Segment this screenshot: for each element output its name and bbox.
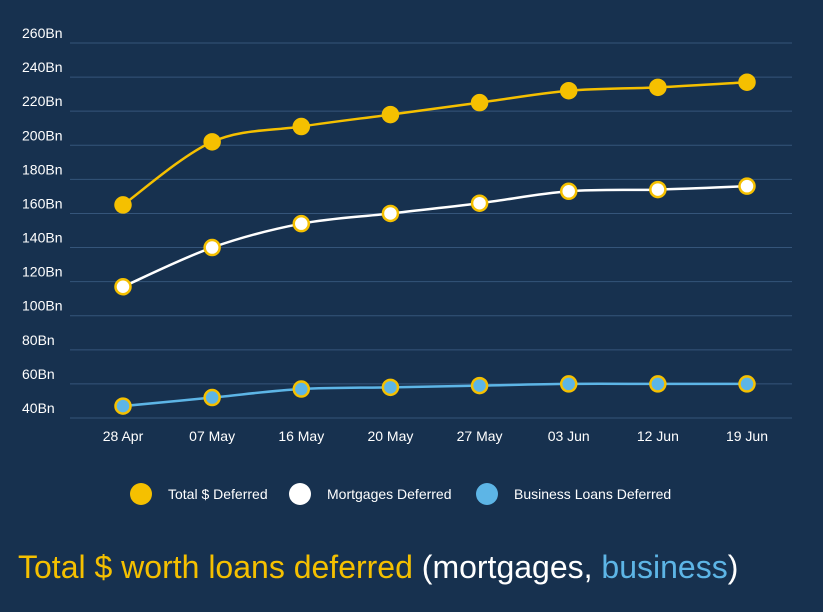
data-point bbox=[292, 214, 311, 233]
legend-marker bbox=[289, 483, 311, 505]
y-tick-label: 140Bn bbox=[22, 230, 62, 246]
series-line bbox=[122, 382, 747, 408]
x-tick-label: 12 Jun bbox=[637, 428, 679, 444]
x-tick-label: 16 May bbox=[278, 428, 324, 444]
title-part: (mortgages, bbox=[422, 549, 593, 585]
y-tick-label: 100Bn bbox=[22, 298, 62, 314]
data-point bbox=[649, 375, 667, 393]
data-point bbox=[203, 238, 221, 257]
data-point bbox=[559, 182, 578, 201]
x-tick-label: 28 Apr bbox=[103, 428, 144, 444]
data-point bbox=[738, 177, 756, 195]
x-tick-label: 27 May bbox=[457, 428, 503, 444]
grid: 40Bn 60Bn 80Bn 100Bn 120Bn 140Bn 160Bn 180Bn 200… bbox=[22, 25, 792, 444]
legend-label: Business Loans Deferred bbox=[514, 486, 671, 502]
y-tick-label: 260Bn bbox=[22, 25, 62, 41]
title-part: business bbox=[601, 549, 727, 585]
data-point bbox=[114, 397, 132, 415]
title-part: Total $ worth loans deferred bbox=[18, 549, 413, 585]
legend-marker bbox=[476, 483, 498, 505]
data-point bbox=[649, 180, 667, 199]
y-tick-label: 180Bn bbox=[22, 161, 62, 177]
x-tick-label: 19 Jun bbox=[726, 428, 768, 444]
data-point bbox=[381, 204, 400, 223]
data-point bbox=[470, 376, 489, 395]
data-point bbox=[470, 194, 489, 212]
data-point bbox=[381, 378, 400, 397]
data-point bbox=[470, 93, 489, 112]
x-tick-label: 20 May bbox=[367, 428, 413, 444]
y-tick-label: 80Bn bbox=[22, 332, 55, 348]
data-point bbox=[649, 78, 667, 97]
data-point bbox=[381, 105, 400, 124]
data-point bbox=[559, 81, 578, 100]
data-point bbox=[114, 278, 132, 296]
y-tick-label: 40Bn bbox=[22, 400, 55, 416]
x-tick-label: 03 Jun bbox=[548, 428, 590, 444]
legend-marker bbox=[130, 483, 152, 505]
legend-label: Total $ Deferred bbox=[168, 486, 268, 502]
data-point bbox=[292, 117, 311, 136]
y-tick-label: 60Bn bbox=[22, 366, 55, 382]
chart-title: Total $ worth loans deferred (mortgages,… bbox=[18, 549, 738, 585]
x-tick-label: 07 May bbox=[189, 428, 235, 444]
data-point bbox=[559, 375, 578, 393]
data-point bbox=[738, 73, 756, 91]
title-part: ) bbox=[728, 549, 739, 585]
data-point bbox=[292, 380, 311, 398]
lines bbox=[114, 73, 756, 415]
y-tick-label: 200Bn bbox=[22, 127, 62, 143]
y-tick-label: 240Bn bbox=[22, 59, 62, 75]
y-tick-label: 220Bn bbox=[22, 93, 62, 109]
y-tick-label: 120Bn bbox=[22, 264, 62, 280]
data-point bbox=[738, 375, 756, 393]
legend-label: Mortgages Deferred bbox=[327, 486, 452, 502]
data-point bbox=[114, 196, 132, 214]
data-point bbox=[203, 133, 221, 151]
series-line bbox=[122, 184, 748, 288]
y-tick-label: 160Bn bbox=[22, 195, 62, 211]
data-point bbox=[203, 388, 221, 407]
legend: Total $ Deferred Mortgages Deferred Busine… bbox=[130, 483, 671, 505]
